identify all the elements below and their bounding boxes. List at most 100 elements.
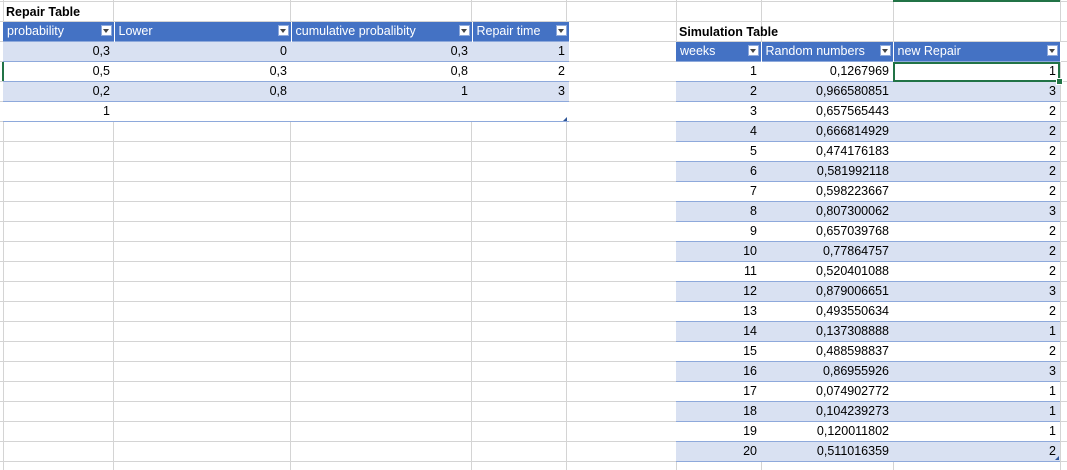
- table-row: 13 0,493550634 2: [676, 301, 1060, 322]
- table-cell[interactable]: 8: [676, 201, 761, 222]
- filter-dropdown-icon[interactable]: [458, 25, 470, 36]
- table-cell[interactable]: 3: [893, 201, 1060, 222]
- filter-dropdown-icon[interactable]: [1046, 45, 1058, 56]
- table-cell[interactable]: 18: [676, 401, 761, 422]
- table-cell[interactable]: [291, 101, 472, 122]
- table-cell[interactable]: 0,493550634: [761, 301, 893, 322]
- table-cell[interactable]: 0,77864757: [761, 241, 893, 262]
- table-cell[interactable]: 2: [893, 341, 1060, 362]
- filter-dropdown-icon[interactable]: [879, 45, 891, 56]
- table-cell[interactable]: 6: [676, 161, 761, 182]
- table-cell[interactable]: 3: [676, 101, 761, 122]
- table-cell[interactable]: 1: [893, 321, 1060, 342]
- table-cell[interactable]: 0,3: [114, 61, 291, 82]
- table-cell[interactable]: 1: [893, 421, 1060, 442]
- table-cell[interactable]: 2: [893, 221, 1060, 242]
- table-cell[interactable]: 20: [676, 441, 761, 462]
- table-cell[interactable]: 0,666814929: [761, 121, 893, 142]
- table-cell[interactable]: 1: [893, 381, 1060, 402]
- table-cell[interactable]: 0,474176183: [761, 141, 893, 162]
- table-cell[interactable]: [472, 101, 569, 122]
- header-new-repair[interactable]: new Repair: [893, 42, 1061, 62]
- table-cell[interactable]: 1: [291, 81, 472, 102]
- table-row: 11 0,520401088 2: [676, 261, 1060, 282]
- table-cell[interactable]: 2: [893, 161, 1060, 182]
- fill-handle[interactable]: [1056, 78, 1063, 85]
- table-cell[interactable]: 0: [114, 41, 291, 62]
- table-cell[interactable]: 4: [676, 121, 761, 142]
- table-cell[interactable]: 0,3: [291, 41, 472, 62]
- table-cell[interactable]: 0,074902772: [761, 381, 893, 402]
- table-cell[interactable]: 2: [893, 441, 1060, 462]
- table-cell[interactable]: 0,1267969: [761, 61, 893, 82]
- table-cell[interactable]: 0,2: [3, 81, 114, 102]
- table-cell[interactable]: 2: [893, 101, 1060, 122]
- table-cell[interactable]: 2: [893, 121, 1060, 142]
- table-cell[interactable]: 0,5: [3, 61, 114, 82]
- table-row: 7 0,598223667 2: [676, 181, 1060, 202]
- table-cell[interactable]: 17: [676, 381, 761, 402]
- table-cell[interactable]: [114, 101, 291, 122]
- table-cell[interactable]: 3: [893, 361, 1060, 382]
- table-cell[interactable]: 0,86955926: [761, 361, 893, 382]
- table-cell[interactable]: 9: [676, 221, 761, 242]
- table-cell[interactable]: 0,807300062: [761, 201, 893, 222]
- table-cell[interactable]: 11: [676, 261, 761, 282]
- table-cell[interactable]: 5: [676, 141, 761, 162]
- table-cell[interactable]: 1: [893, 61, 1060, 82]
- table-cell[interactable]: 2: [472, 61, 569, 82]
- simulation-table: weeks Random numbers new Repair 1 0,12679…: [676, 42, 1061, 462]
- table-cell[interactable]: 0,120011802: [761, 421, 893, 442]
- table-cell[interactable]: 0,3: [3, 41, 114, 62]
- table-cell[interactable]: 2: [893, 241, 1060, 262]
- column-indicator: [893, 0, 1060, 2]
- table-cell[interactable]: 3: [472, 81, 569, 102]
- table-cell[interactable]: 15: [676, 341, 761, 362]
- table-cell[interactable]: 2: [893, 141, 1060, 162]
- header-lower[interactable]: Lower: [114, 22, 292, 42]
- table-cell[interactable]: 0,104239273: [761, 401, 893, 422]
- table-cell[interactable]: 3: [893, 281, 1060, 302]
- table-cell[interactable]: 1: [893, 401, 1060, 422]
- table-cell[interactable]: 0,657039768: [761, 221, 893, 242]
- table-row: 0,3 0 0,3 1: [3, 41, 569, 62]
- table-cell[interactable]: 0,657565443: [761, 101, 893, 122]
- table-cell[interactable]: 0,8: [114, 81, 291, 102]
- table-cell[interactable]: 14: [676, 321, 761, 342]
- header-repair-time[interactable]: Repair time: [472, 22, 570, 42]
- table-cell[interactable]: 0,520401088: [761, 261, 893, 282]
- filter-dropdown-icon[interactable]: [555, 25, 567, 36]
- filter-dropdown-icon[interactable]: [747, 45, 759, 56]
- table-cell[interactable]: 0,879006651: [761, 281, 893, 302]
- table-cell[interactable]: 1: [472, 41, 569, 62]
- header-weeks[interactable]: weeks: [676, 42, 762, 62]
- filter-dropdown-icon[interactable]: [277, 25, 289, 36]
- table-cell[interactable]: 13: [676, 301, 761, 322]
- table-cell[interactable]: 1: [3, 101, 114, 122]
- header-random-numbers[interactable]: Random numbers: [761, 42, 894, 62]
- table-cell[interactable]: 1: [676, 61, 761, 82]
- simulation-table-title: Simulation Table: [679, 25, 779, 39]
- table-cell[interactable]: 0,511016359: [761, 441, 893, 462]
- table-cell[interactable]: 10: [676, 241, 761, 262]
- table-cell[interactable]: 19: [676, 421, 761, 442]
- table-cell[interactable]: 0,966580851: [761, 81, 893, 102]
- table-cell[interactable]: 2: [893, 261, 1060, 282]
- table-resize-handle[interactable]: [563, 117, 567, 121]
- table-resize-handle[interactable]: [1055, 456, 1059, 460]
- table-cell[interactable]: 2: [676, 81, 761, 102]
- table-cell[interactable]: 16: [676, 361, 761, 382]
- table-cell[interactable]: 2: [893, 301, 1060, 322]
- table-cell[interactable]: 3: [893, 81, 1060, 102]
- header-probability[interactable]: probability: [3, 22, 115, 42]
- table-cell[interactable]: 0,488598837: [761, 341, 893, 362]
- table-cell[interactable]: 7: [676, 181, 761, 202]
- table-cell[interactable]: 0,581992118: [761, 161, 893, 182]
- table-cell[interactable]: 0,598223667: [761, 181, 893, 202]
- filter-dropdown-icon[interactable]: [100, 25, 112, 36]
- table-cell[interactable]: 12: [676, 281, 761, 302]
- header-cumulative-probability[interactable]: cumulative probalibity: [291, 22, 473, 42]
- table-cell[interactable]: 0,137308888: [761, 321, 893, 342]
- table-cell[interactable]: 2: [893, 181, 1060, 202]
- table-cell[interactable]: 0,8: [291, 61, 472, 82]
